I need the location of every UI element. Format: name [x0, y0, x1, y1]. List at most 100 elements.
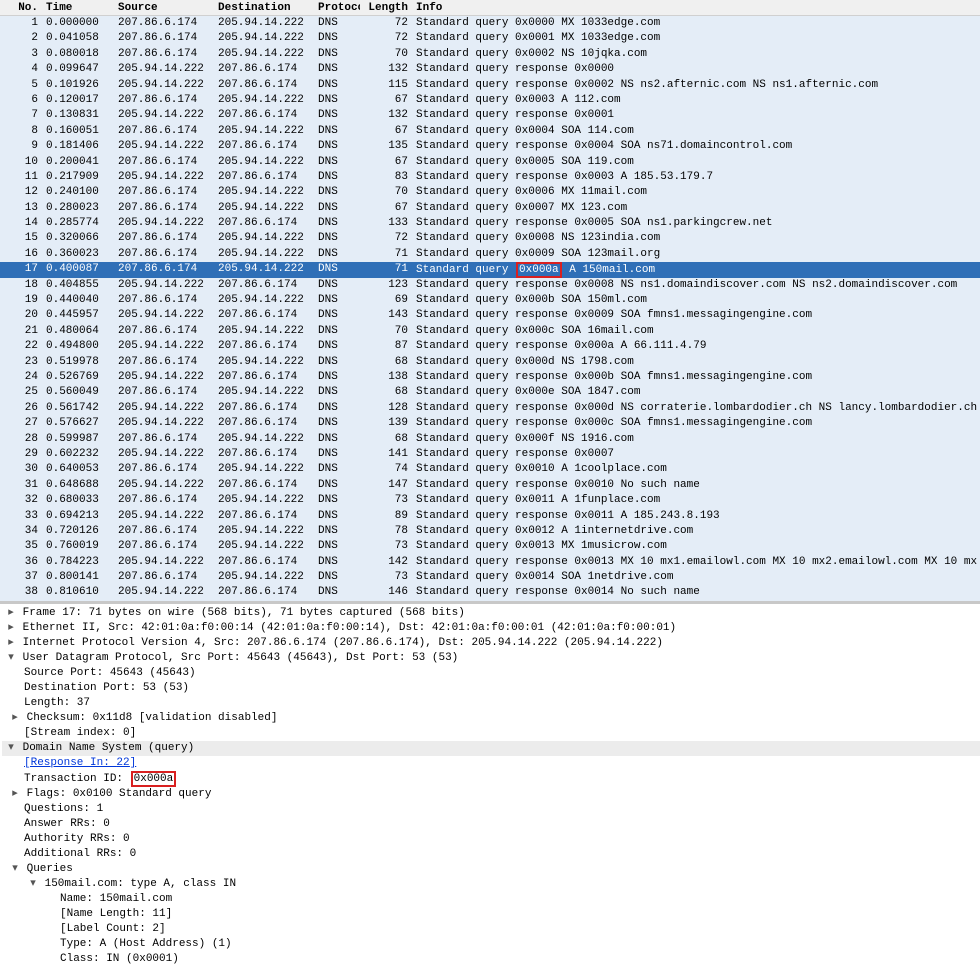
cell-no: 8	[0, 124, 42, 139]
packet-row[interactable]: 130.280023207.86.6.174205.94.14.222DNS67…	[0, 201, 980, 216]
packet-row[interactable]: 340.720126207.86.6.174205.94.14.222DNS78…	[0, 524, 980, 539]
cell-no: 27	[0, 416, 42, 431]
packet-row[interactable]: 250.560049207.86.6.174205.94.14.222DNS68…	[0, 385, 980, 400]
col-header-time[interactable]: Time	[42, 0, 114, 15]
packet-row[interactable]: 110.217909205.94.14.222207.86.6.174DNS83…	[0, 170, 980, 185]
dns-query-entry[interactable]: ▾ 150mail.com: type A, class IN	[2, 877, 980, 892]
col-header-info[interactable]: Info	[412, 0, 980, 15]
packet-row[interactable]: 50.101926205.94.14.222207.86.6.174DNS115…	[0, 78, 980, 93]
udp-source-port[interactable]: Source Port: 45643 (45643)	[2, 666, 980, 681]
response-in-link[interactable]: [Response In: 22]	[24, 757, 136, 769]
cell-length: 73	[360, 539, 412, 554]
packet-row[interactable]: 230.519978207.86.6.174205.94.14.222DNS68…	[0, 355, 980, 370]
dns-additional-rrs[interactable]: Additional RRs: 0	[2, 847, 980, 862]
dns-answer-rrs[interactable]: Answer RRs: 0	[2, 817, 980, 832]
expand-icon[interactable]: ▸	[10, 787, 20, 802]
packet-row[interactable]: 200.445957205.94.14.222207.86.6.174DNS14…	[0, 308, 980, 323]
cell-source: 207.86.6.174	[114, 539, 214, 554]
packet-row[interactable]: 220.494800205.94.14.222207.86.6.174DNS87…	[0, 339, 980, 354]
cell-length: 128	[360, 401, 412, 416]
packet-row[interactable]: 40.099647205.94.14.222207.86.6.174DNS132…	[0, 62, 980, 77]
detail-ip[interactable]: ▸ Internet Protocol Version 4, Src: 207.…	[2, 636, 980, 651]
packet-row[interactable]: 260.561742205.94.14.222207.86.6.174DNS12…	[0, 401, 980, 416]
packet-row[interactable]: 160.360023207.86.6.174205.94.14.222DNS71…	[0, 247, 980, 262]
detail-udp[interactable]: ▾ User Datagram Protocol, Src Port: 4564…	[2, 651, 980, 666]
packet-row[interactable]: 100.200041207.86.6.174205.94.14.222DNS67…	[0, 155, 980, 170]
dns-queries[interactable]: ▾ Queries	[2, 862, 980, 877]
packet-row[interactable]: 60.120017207.86.6.174205.94.14.222DNS67S…	[0, 93, 980, 108]
dns-flags[interactable]: ▸ Flags: 0x0100 Standard query	[2, 787, 980, 802]
packet-row[interactable]: 370.800141207.86.6.174205.94.14.222DNS73…	[0, 570, 980, 585]
query-name[interactable]: Name: 150mail.com	[2, 892, 980, 907]
col-header-proto[interactable]: Protocol	[314, 0, 360, 15]
packet-row[interactable]: 320.680033207.86.6.174205.94.14.222DNS73…	[0, 493, 980, 508]
packet-row[interactable]: 20.041058207.86.6.174205.94.14.222DNS72S…	[0, 31, 980, 46]
dns-response-in[interactable]: [Response In: 22]	[2, 756, 980, 771]
packet-row[interactable]: 80.160051207.86.6.174205.94.14.222DNS67S…	[0, 124, 980, 139]
col-header-src[interactable]: Source	[114, 0, 214, 15]
col-header-dst[interactable]: Destination	[214, 0, 314, 15]
packet-row[interactable]: 240.526769205.94.14.222207.86.6.174DNS13…	[0, 370, 980, 385]
udp-dest-port[interactable]: Destination Port: 53 (53)	[2, 681, 980, 696]
expand-icon[interactable]: ▸	[6, 636, 16, 651]
collapse-icon[interactable]: ▾	[28, 877, 38, 892]
packet-row[interactable]: 30.080018207.86.6.174205.94.14.222DNS70S…	[0, 47, 980, 62]
query-name-length[interactable]: [Name Length: 11]	[2, 907, 980, 922]
query-class[interactable]: Class: IN (0x0001)	[2, 952, 980, 967]
packet-row[interactable]: 270.576627205.94.14.222207.86.6.174DNS13…	[0, 416, 980, 431]
packet-row[interactable]: 180.404855205.94.14.222207.86.6.174DNS12…	[0, 278, 980, 293]
packet-row[interactable]: 280.599987207.86.6.174205.94.14.222DNS68…	[0, 432, 980, 447]
cell-no: 30	[0, 462, 42, 477]
packet-row[interactable]: 310.648688205.94.14.222207.86.6.174DNS14…	[0, 478, 980, 493]
packet-row[interactable]: 360.784223205.94.14.222207.86.6.174DNS14…	[0, 555, 980, 570]
expand-icon[interactable]: ▸	[6, 621, 16, 636]
packet-row[interactable]: 380.810610205.94.14.222207.86.6.174DNS14…	[0, 585, 980, 600]
expand-icon[interactable]: ▸	[10, 711, 20, 726]
packet-row[interactable]: 300.640053207.86.6.174205.94.14.222DNS74…	[0, 462, 980, 477]
packet-row[interactable]: 350.760019207.86.6.174205.94.14.222DNS73…	[0, 539, 980, 554]
udp-stream-index[interactable]: [Stream index: 0]	[2, 726, 980, 741]
cell-length: 135	[360, 139, 412, 154]
col-header-len[interactable]: Length	[360, 0, 412, 15]
udp-length[interactable]: Length: 37	[2, 696, 980, 711]
cell-source: 207.86.6.174	[114, 355, 214, 370]
cell-length: 89	[360, 509, 412, 524]
collapse-icon[interactable]: ▾	[10, 862, 20, 877]
dns-transaction-id[interactable]: Transaction ID: 0x000a	[2, 771, 980, 787]
cell-time: 0.240100	[42, 185, 114, 200]
packet-row[interactable]: 90.181406205.94.14.222207.86.6.174DNS135…	[0, 139, 980, 154]
cell-protocol: DNS	[314, 262, 360, 277]
cell-info: Standard query 0x0008 NS 123india.com	[412, 231, 980, 246]
cell-time: 0.519978	[42, 355, 114, 370]
packet-row[interactable]: 190.440040207.86.6.174205.94.14.222DNS69…	[0, 293, 980, 308]
cell-length: 69	[360, 293, 412, 308]
udp-checksum[interactable]: ▸ Checksum: 0x11d8 [validation disabled]	[2, 711, 980, 726]
cell-source: 205.94.14.222	[114, 170, 214, 185]
packet-row[interactable]: 290.602232205.94.14.222207.86.6.174DNS14…	[0, 447, 980, 462]
cell-time: 0.101926	[42, 78, 114, 93]
packet-row[interactable]: 150.320066207.86.6.174205.94.14.222DNS72…	[0, 231, 980, 246]
packet-row[interactable]: 330.694213205.94.14.222207.86.6.174DNS89…	[0, 509, 980, 524]
dns-authority-rrs[interactable]: Authority RRs: 0	[2, 832, 980, 847]
packet-row[interactable]: 170.400087207.86.6.174205.94.14.222DNS71…	[0, 262, 980, 277]
query-label-count[interactable]: [Label Count: 2]	[2, 922, 980, 937]
expand-icon[interactable]: ▸	[6, 606, 16, 621]
detail-frame[interactable]: ▸ Frame 17: 71 bytes on wire (568 bits),…	[2, 606, 980, 621]
packet-row[interactable]: 120.240100207.86.6.174205.94.14.222DNS70…	[0, 185, 980, 200]
packet-row[interactable]: 10.000000207.86.6.174205.94.14.222DNS72S…	[0, 16, 980, 31]
col-header-no[interactable]: No.	[0, 0, 42, 15]
cell-length: 72	[360, 31, 412, 46]
collapse-icon[interactable]: ▾	[6, 651, 16, 666]
dns-questions[interactable]: Questions: 1	[2, 802, 980, 817]
detail-dns[interactable]: ▾ Domain Name System (query)	[2, 741, 980, 756]
packet-row[interactable]: 140.285774205.94.14.222207.86.6.174DNS13…	[0, 216, 980, 231]
packet-row[interactable]: 70.130831205.94.14.222207.86.6.174DNS132…	[0, 108, 980, 123]
cell-time: 0.440040	[42, 293, 114, 308]
collapse-icon[interactable]: ▾	[6, 741, 16, 756]
cell-time: 0.720126	[42, 524, 114, 539]
packet-row[interactable]: 210.480064207.86.6.174205.94.14.222DNS70…	[0, 324, 980, 339]
cell-protocol: DNS	[314, 170, 360, 185]
cell-time: 0.280023	[42, 201, 114, 216]
cell-length: 141	[360, 447, 412, 462]
detail-ethernet[interactable]: ▸ Ethernet II, Src: 42:01:0a:f0:00:14 (4…	[2, 621, 980, 636]
